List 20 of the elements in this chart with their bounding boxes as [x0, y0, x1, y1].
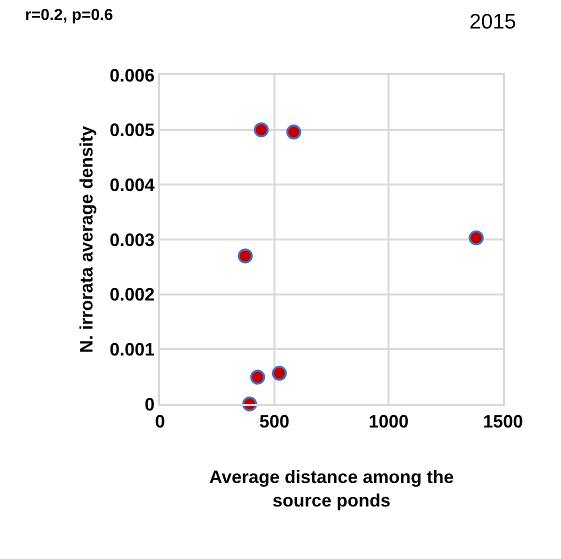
y-tick-label: 0.003: [110, 230, 155, 250]
x-axis-title: Average distance among the source ponds: [209, 466, 454, 510]
text: r=0.2, p=0.6: [25, 7, 114, 24]
x-tick-label: 1000: [368, 411, 409, 432]
point: [286, 124, 302, 140]
y-tick-label: 0.004: [110, 174, 155, 195]
point: [468, 230, 484, 246]
y-tick-label: 0.001: [110, 339, 155, 360]
point: [250, 370, 266, 385]
x-tick-label: 1500: [482, 411, 524, 432]
y-tick-label: 0.005: [110, 120, 155, 140]
y-tick-label: 0.002: [110, 284, 155, 305]
point: [254, 122, 269, 138]
y-tick-label: 0: [144, 394, 155, 414]
point: [238, 248, 253, 264]
y-axis-title: N. irrorata average density: [76, 126, 96, 354]
point: [272, 366, 287, 381]
chart-title: 2015: [469, 10, 516, 34]
y-tick-label: 0.006: [110, 65, 155, 86]
x-tick-label: 500: [259, 411, 290, 432]
